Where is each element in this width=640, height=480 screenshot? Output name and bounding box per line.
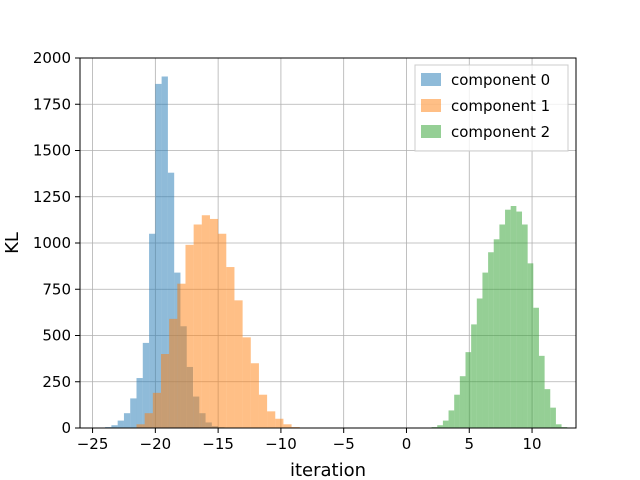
histogram-bar-component-2 [493,239,500,428]
histogram-bar-component-0 [123,413,131,428]
histogram-bar-component-1 [193,224,202,428]
legend-label-component-1: component 1 [451,97,550,115]
histogram-bar-component-2 [488,252,494,428]
legend-label-component-2: component 2 [451,123,550,141]
histogram-bar-component-1 [169,318,178,428]
histogram-bar-component-2 [476,298,483,428]
legend-label-component-0: component 0 [451,71,550,89]
y-tick-label: 1250 [33,188,71,206]
y-tick-label: 750 [42,280,71,298]
histogram-bar-component-0 [167,172,175,428]
histogram-bar-component-1 [242,337,251,428]
histogram-bar-component-0 [155,83,162,429]
y-axis-label: KL [2,232,23,254]
histogram-bar-component-1 [209,218,219,428]
histogram-bar-component-2 [471,324,477,428]
x-tick-label: −15 [202,435,234,453]
histogram-bar-component-0 [142,342,150,428]
x-tick-label: −25 [77,435,109,453]
histogram-bar-component-1 [185,244,194,428]
histogram-bar-component-2 [448,410,455,428]
histogram-bar-component-2 [442,420,449,428]
histogram-bar-component-1 [218,233,227,428]
histogram-bar-component-1 [201,215,210,428]
histogram-bar-component-1 [177,283,186,428]
histogram-bar-component-2 [544,389,551,428]
histogram-bar-component-2 [465,352,472,428]
histogram-bar-component-2 [437,425,443,428]
y-tick-label: 0 [61,419,71,437]
histogram-bar-component-2 [505,209,511,428]
histogram-bar-component-1 [136,424,145,428]
histogram-bar-component-1 [283,424,292,428]
y-tick-label: 1500 [33,142,71,160]
x-tick-label: −5 [333,435,355,453]
histogram-bar-component-2 [522,224,528,428]
x-tick-label: 0 [402,435,412,453]
histogram-bar-component-2 [499,224,506,428]
legend-swatch-component-0 [421,73,441,86]
y-axis-ticks: 0 250 500 750 1000 1250 1500 1750 2000 [33,49,80,437]
histogram-bar-component-2 [459,376,466,428]
histogram-bar-component-2 [538,355,545,428]
histogram-bar-component-0 [130,398,137,428]
legend-swatch-component-1 [421,99,441,112]
x-tick-label: 10 [523,435,542,453]
histogram-bar-component-0 [117,420,124,428]
histogram-bar-component-1 [160,354,170,428]
y-tick-label: 500 [42,327,71,345]
histogram-bar-component-1 [226,267,235,428]
x-axis-label: iteration [290,460,366,480]
histogram-bar-component-1 [234,300,243,428]
histogram-bar-component-0 [111,425,118,428]
histogram-bar-component-2 [555,424,562,428]
x-axis-ticks: −25 −20 −15 −10 −5 0 5 10 [77,428,542,453]
histogram-bar-component-0 [149,233,156,428]
histogram-bar-component-1 [152,392,161,428]
histogram-bar-component-0 [136,378,143,428]
y-tick-label: 1000 [33,234,71,252]
histogram-bar-component-2 [510,206,517,428]
x-tick-label: −20 [140,435,172,453]
y-tick-label: 250 [42,373,71,391]
histogram-bar-component-2 [482,272,489,428]
histogram-bar-component-1 [267,411,276,428]
legend-swatch-component-2 [421,125,441,138]
histogram-bar-component-1 [275,418,284,428]
histogram-bar-component-2 [516,211,523,428]
histogram-bar-component-1 [258,394,268,428]
histogram-bars [105,76,568,429]
histogram-bar-component-2 [550,407,556,428]
histogram-bar-component-2 [527,263,534,428]
histogram-bar-component-1 [250,363,259,428]
histogram-bar-component-1 [144,413,153,428]
histogram-bar-component-2 [454,394,460,428]
y-tick-label: 2000 [33,49,71,67]
legend: component 0 component 1 component 2 [414,64,569,152]
x-tick-label: 5 [464,435,474,453]
x-tick-label: −10 [265,435,297,453]
histogram-bar-component-2 [533,307,539,428]
y-tick-label: 1750 [33,95,71,113]
histogram-bar-component-0 [161,76,168,428]
